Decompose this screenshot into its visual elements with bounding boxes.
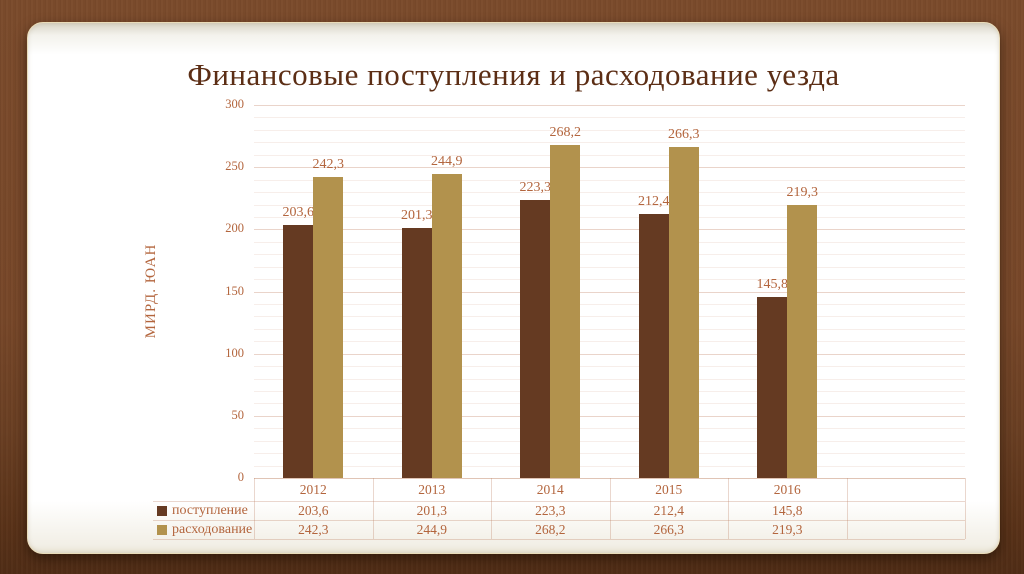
- table-border-horizontal: [153, 501, 965, 502]
- bar-value-label: 219,3: [786, 185, 819, 201]
- bar: [757, 296, 788, 478]
- bar-value-label: 212,4: [638, 193, 670, 209]
- gridline: [254, 353, 965, 355]
- legend-item: расходование: [157, 521, 252, 539]
- gridline: [254, 403, 965, 405]
- year-label: 2016: [773, 482, 801, 497]
- bar: [638, 213, 669, 478]
- year-label: 2012: [299, 482, 327, 497]
- y-tick-label: 150: [225, 283, 244, 298]
- bar-value-label: 203,6: [282, 204, 315, 220]
- year-label: 2015: [655, 482, 683, 497]
- gridline: [254, 291, 965, 293]
- gridline: [254, 142, 965, 144]
- table-border-vertical: [491, 478, 492, 539]
- bar-value-label: 266,3: [668, 126, 700, 142]
- table-cell-value: 219,3: [772, 522, 803, 537]
- gridline: [254, 167, 965, 169]
- gridline: [254, 391, 965, 392]
- gridline: [254, 378, 965, 380]
- y-tick-label: 0: [237, 470, 244, 484]
- gridline: [254, 117, 965, 119]
- table-border-vertical: [846, 478, 848, 539]
- table-border-vertical: [254, 478, 255, 539]
- bar-value-label: 201,3: [401, 207, 433, 223]
- gridline: [254, 154, 965, 156]
- table-border-horizontal: [153, 520, 965, 521]
- y-tick-label: 100: [225, 345, 244, 360]
- bar: [313, 176, 344, 478]
- gridline: [254, 241, 965, 243]
- table-border-vertical: [372, 478, 374, 539]
- gridline: [254, 415, 965, 417]
- y-tick-label: 50: [231, 407, 245, 422]
- gridline: [254, 279, 965, 281]
- bar: [787, 205, 818, 478]
- bar: [668, 146, 699, 478]
- gridline: [254, 254, 965, 256]
- bar: [401, 227, 432, 478]
- y-axis-title: МИРД. ЮАН: [143, 243, 159, 339]
- bar: [520, 200, 551, 478]
- bar: [431, 173, 462, 478]
- bar: [283, 224, 314, 478]
- x-axis-line: [254, 478, 965, 479]
- table-cell-value: 266,3: [653, 522, 684, 537]
- bar-value-label: 145,8: [756, 276, 789, 292]
- table-cell-value: 203,6: [298, 503, 329, 518]
- chart-title: Финансовые поступления и расходование уе…: [187, 57, 840, 92]
- bar-value-label: 268,2: [549, 124, 582, 140]
- gridline: [254, 105, 965, 106]
- legend-label: расходование: [172, 522, 253, 537]
- bar: [550, 144, 581, 478]
- gridline: [254, 216, 965, 218]
- bar-value-label: 244,9: [431, 153, 463, 169]
- gridline: [254, 328, 965, 330]
- table-border-vertical: [728, 478, 729, 539]
- table-border-vertical: [965, 478, 966, 539]
- legend-swatch: [157, 525, 167, 535]
- y-tick-label: 250: [225, 159, 244, 174]
- table-cell-value: 212,4: [653, 503, 684, 518]
- table-cell-value: 201,3: [416, 503, 447, 518]
- gridline: [254, 316, 965, 318]
- legend-label: поступление: [172, 503, 248, 518]
- gridline: [254, 428, 965, 430]
- gridline: [254, 192, 965, 193]
- bar-chart: МИРД. ЮАН 0 50 100 150 200 250 300 203,6 242,3 20…: [28, 23, 999, 553]
- bar-value-label: 223,3: [519, 180, 552, 196]
- gridline: [254, 440, 965, 442]
- y-tick-label: 300: [225, 97, 244, 111]
- gridline: [254, 366, 965, 368]
- table-cell-value: 242,3: [298, 522, 329, 537]
- gridline: [254, 303, 965, 305]
- y-tick-label: 200: [225, 221, 244, 236]
- gridline: [254, 266, 965, 268]
- gridline: [254, 204, 965, 206]
- gridline: [254, 453, 965, 455]
- table-border-horizontal: [153, 539, 965, 540]
- gridline: [254, 229, 965, 231]
- gridline: [254, 179, 965, 181]
- table-cell-value: 268,2: [535, 522, 566, 537]
- bar-value-label: 242,3: [312, 156, 345, 172]
- table-border-vertical: [609, 478, 611, 539]
- gridline: [254, 341, 965, 343]
- year-label: 2014: [536, 482, 564, 497]
- table-cell-value: 145,8: [772, 503, 803, 518]
- legend-item: поступление: [157, 502, 252, 520]
- year-label: 2013: [418, 482, 446, 497]
- table-cell-value: 223,3: [535, 503, 566, 518]
- slide-card: Финансовые поступления и расходование уе…: [27, 22, 1000, 554]
- table-cell-value: 244,9: [416, 522, 447, 537]
- gridline: [254, 129, 965, 131]
- legend-swatch: [157, 506, 167, 516]
- gridline: [254, 465, 965, 467]
